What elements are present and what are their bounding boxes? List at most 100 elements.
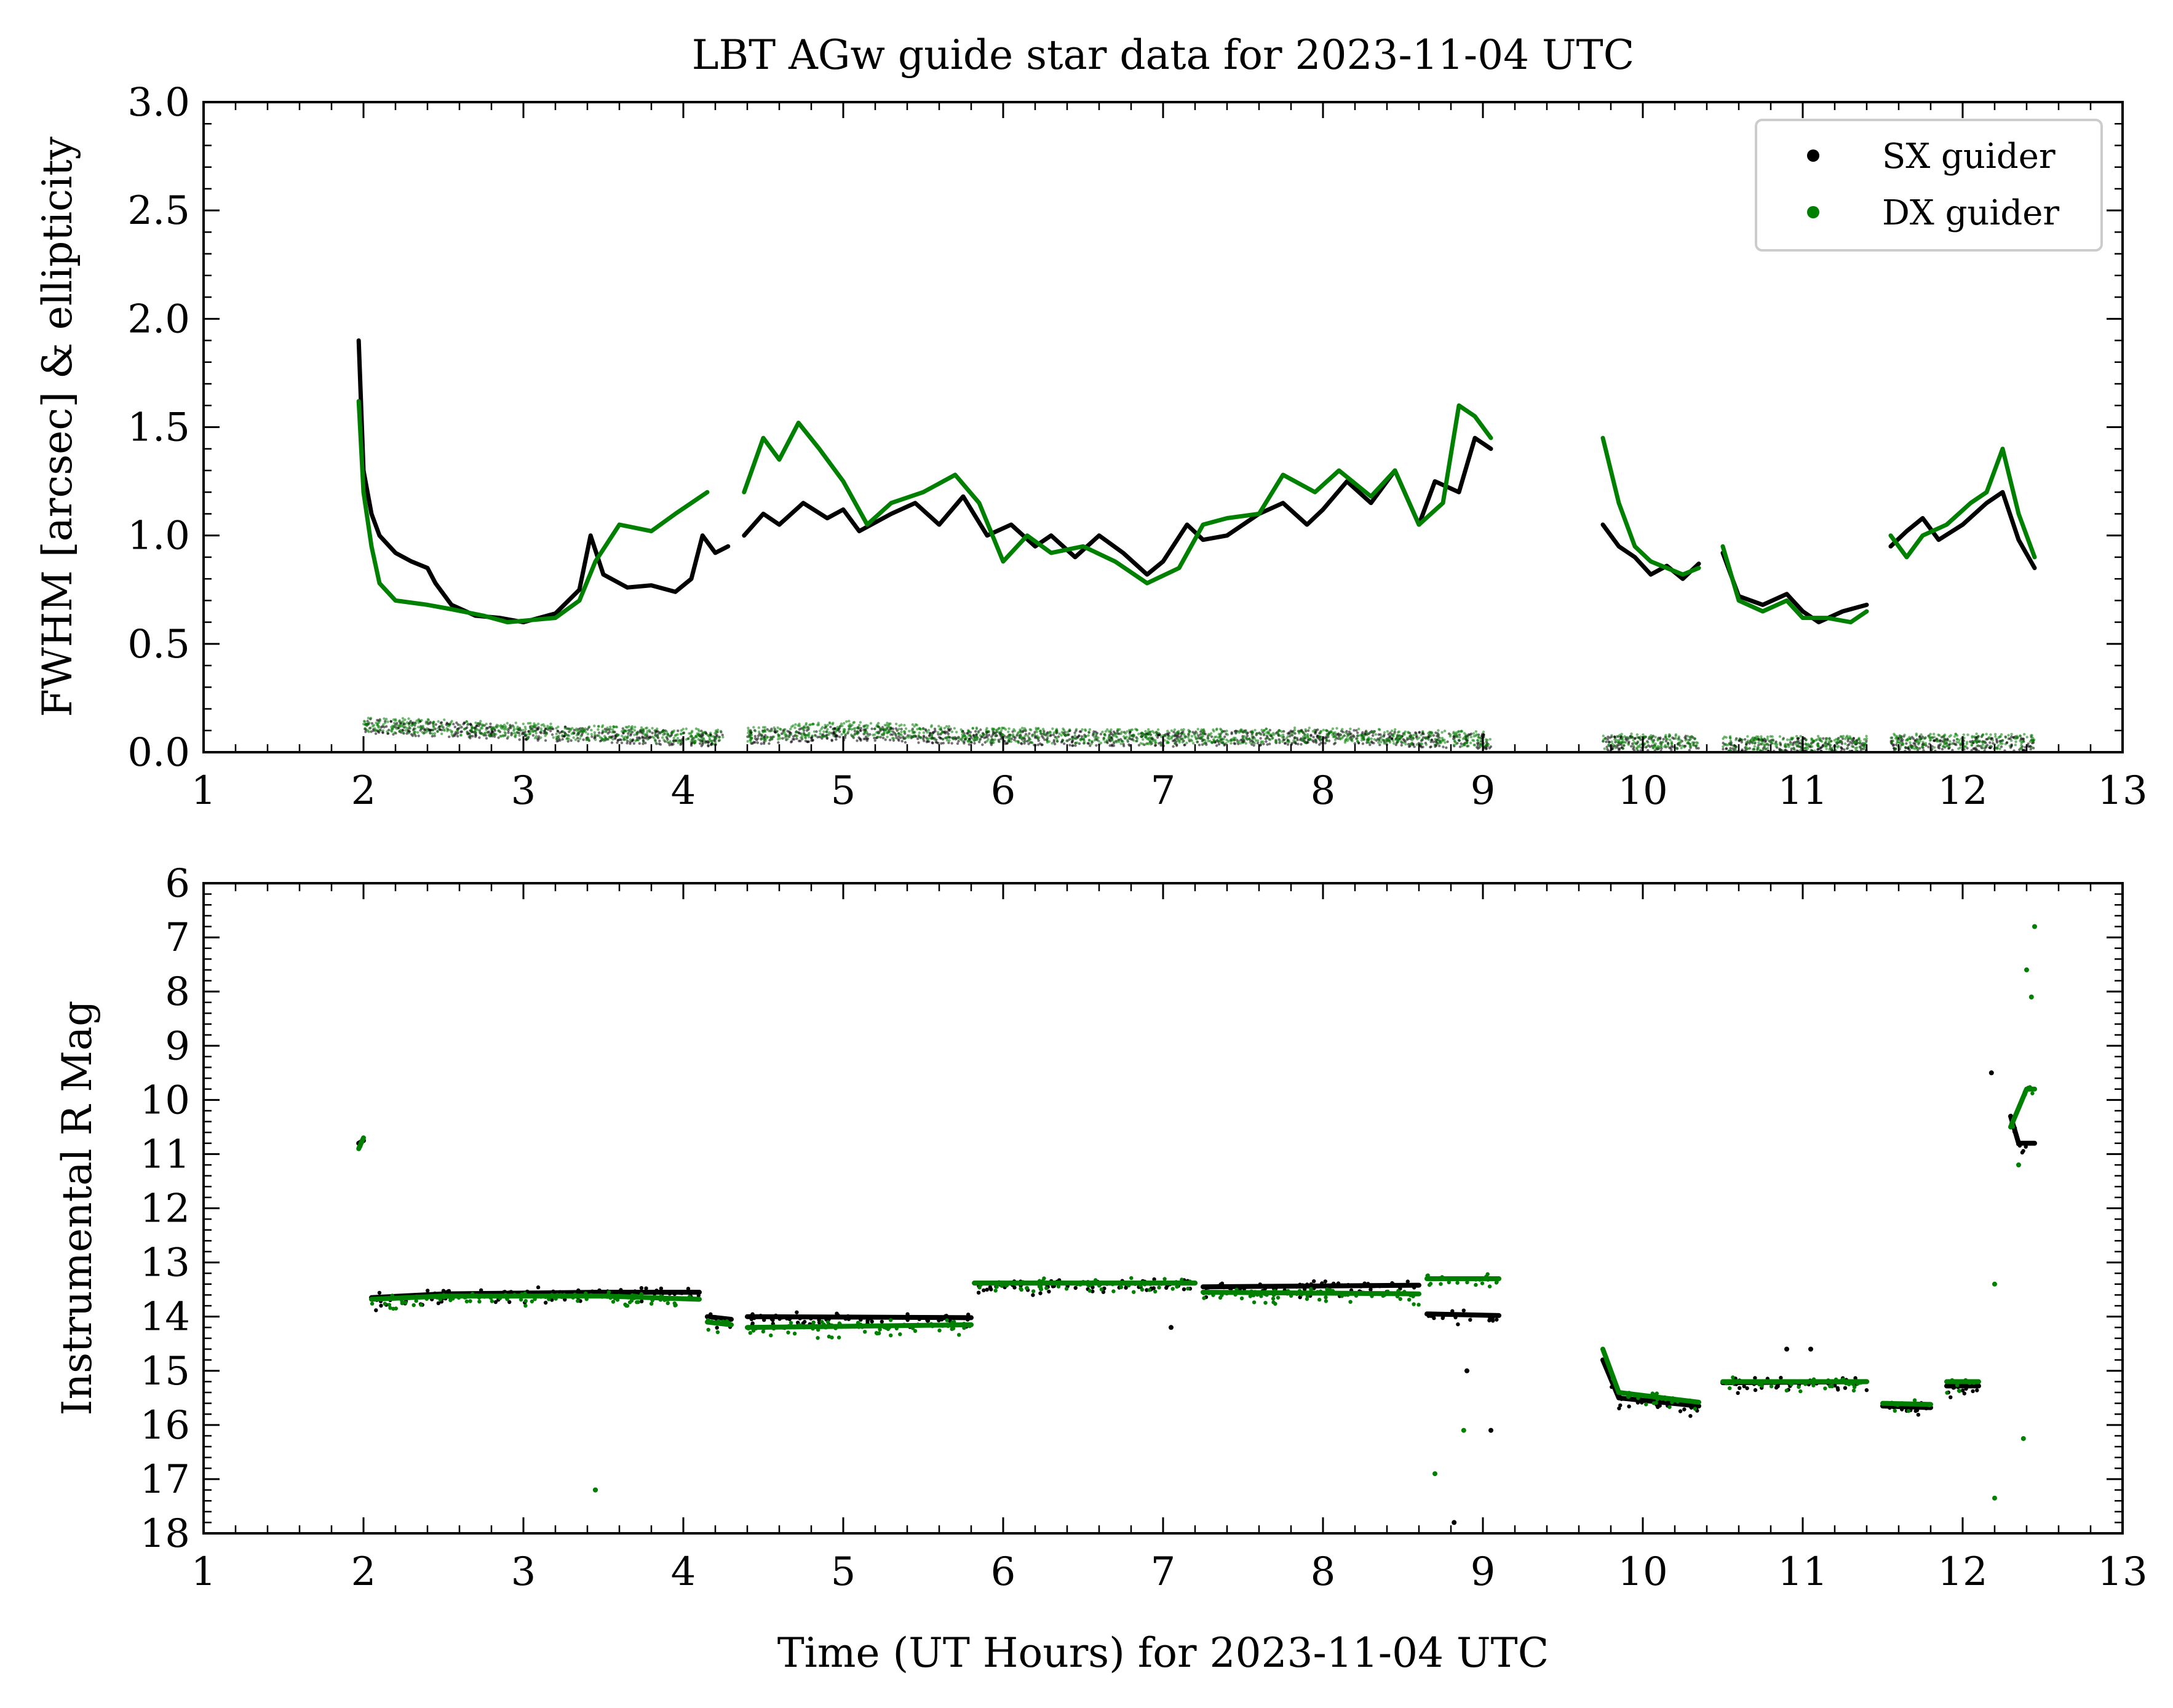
dx-ellipticity-point xyxy=(1844,737,1847,741)
dx-ellipticity-point xyxy=(1677,738,1680,741)
dx-ellipticity-point xyxy=(770,737,773,740)
dx-ellipticity-point xyxy=(1132,739,1135,742)
dx-ellipticity-point xyxy=(973,736,976,739)
sx-ellipticity-point xyxy=(1816,747,1820,751)
dx-ellipticity-point xyxy=(845,720,848,723)
dx-magnitude-point xyxy=(639,1292,644,1297)
dx-ellipticity-point xyxy=(919,736,923,739)
dx-ellipticity-point xyxy=(1415,743,1418,746)
sx-ellipticity-point xyxy=(1476,744,1480,747)
sx-ellipticity-point xyxy=(455,721,458,725)
dx-ellipticity-point xyxy=(446,729,449,733)
dx-ellipticity-point xyxy=(1314,739,1317,742)
dx-ellipticity-point xyxy=(1899,741,1902,744)
dx-ellipticity-point xyxy=(1482,730,1485,734)
dx-ellipticity-point xyxy=(1816,743,1819,747)
dx-ellipticity-point xyxy=(1794,742,1797,746)
dx-ellipticity-point xyxy=(1891,739,1894,742)
dx-ellipticity-point xyxy=(651,726,654,730)
dx-ellipticity-point xyxy=(1403,733,1406,736)
sx-magnitude-point xyxy=(1688,1414,1693,1418)
dx-magnitude-point xyxy=(390,1293,394,1298)
dx-ellipticity-point xyxy=(1410,739,1414,742)
dx-ellipticity-point xyxy=(552,736,555,739)
dx-ellipticity-point xyxy=(1611,742,1614,745)
dx-ellipticity-point xyxy=(1217,736,1220,739)
dx-ellipticity-point xyxy=(992,728,996,731)
dx-ellipticity-point xyxy=(1167,741,1170,744)
sx-ellipticity-point xyxy=(1210,735,1214,739)
dx-ellipticity-point xyxy=(590,728,593,732)
dx-ellipticity-point xyxy=(985,728,988,732)
sx-magnitude-point xyxy=(544,1300,548,1305)
dx-ellipticity-point xyxy=(1103,734,1107,737)
dx-ellipticity-point xyxy=(1638,745,1641,749)
dx-ellipticity-point xyxy=(1065,739,1068,742)
dx-ellipticity-point xyxy=(869,721,873,725)
dx-ellipticity-point xyxy=(834,731,837,734)
dx-ellipticity-point xyxy=(1656,747,1659,750)
dx-ellipticity-point xyxy=(510,732,514,735)
sx-magnitude-outlier xyxy=(1452,1520,1457,1525)
sx-magnitude-point xyxy=(1971,1389,1975,1394)
sx-ellipticity-point xyxy=(474,734,478,737)
sx-ellipticity-point xyxy=(642,742,645,745)
sx-ellipticity-point xyxy=(566,740,570,743)
sx-ellipticity-point xyxy=(753,734,757,738)
dx-ellipticity-point xyxy=(1789,743,1793,746)
dx-ellipticity-point xyxy=(1895,734,1899,738)
sx-ellipticity-point xyxy=(904,741,907,744)
dx-ellipticity-point xyxy=(533,722,536,725)
dx-ellipticity-point xyxy=(930,725,933,728)
dx-ellipticity-point xyxy=(503,731,506,734)
dx-ellipticity-point xyxy=(383,721,387,725)
sx-ellipticity-point xyxy=(617,739,620,742)
dx-ellipticity-point xyxy=(1017,741,1020,744)
sx-ellipticity-point xyxy=(835,735,838,739)
dx-ellipticity-point xyxy=(945,739,949,742)
dx-ellipticity-point xyxy=(642,728,645,731)
dx-ellipticity-point xyxy=(1225,729,1228,733)
dx-ellipticity-point xyxy=(1486,739,1489,742)
dx-ellipticity-point xyxy=(1174,732,1178,735)
dx-ellipticity-point xyxy=(1101,730,1104,734)
dx-ellipticity-point xyxy=(1319,737,1322,741)
sx-ellipticity-point xyxy=(768,742,771,745)
dx-magnitude-point xyxy=(550,1293,554,1297)
sx-ellipticity-point xyxy=(1414,731,1417,734)
dx-ellipticity-point xyxy=(670,731,673,734)
dx-ellipticity-point xyxy=(608,735,611,739)
dx-ellipticity-point xyxy=(1745,741,1748,744)
dx-ellipticity-point xyxy=(1207,739,1210,742)
sx-ellipticity-point xyxy=(1418,731,1421,734)
dx-magnitude-point xyxy=(482,1295,487,1299)
sx-ellipticity-point xyxy=(414,734,417,737)
dx-ellipticity-point xyxy=(1681,744,1684,747)
dx-ellipticity-point xyxy=(456,729,459,733)
dx-ellipticity-point xyxy=(1438,740,1441,744)
dx-ellipticity-point xyxy=(1306,733,1309,736)
sx-ellipticity-point xyxy=(1369,743,1372,747)
dx-ellipticity-point xyxy=(394,719,397,722)
sx-ellipticity-point xyxy=(1327,739,1331,742)
dx-ellipticity-point xyxy=(832,734,835,737)
dx-ellipticity-point xyxy=(665,730,669,733)
sx-ellipticity-point xyxy=(1606,737,1610,741)
dx-ellipticity-point xyxy=(1729,739,1732,742)
dx-ellipticity-point xyxy=(1196,728,1199,731)
dx-ellipticity-point xyxy=(1621,747,1625,750)
dx-ellipticity-point xyxy=(1975,732,1978,736)
dx-ellipticity-point xyxy=(402,731,405,734)
sx-magnitude-outlier xyxy=(1988,1070,1994,1076)
dx-ellipticity-point xyxy=(1828,748,1831,751)
dx-ellipticity-point xyxy=(479,726,483,730)
dx-ellipticity-point xyxy=(1765,742,1769,745)
dx-ellipticity-point xyxy=(972,739,975,742)
sx-ellipticity-point xyxy=(621,727,624,730)
dx-ellipticity-point xyxy=(1145,742,1148,745)
dx-ellipticity-point xyxy=(1391,739,1395,742)
top-x-tick-label: 4 xyxy=(671,768,696,814)
sx-ellipticity-point xyxy=(1953,742,1956,746)
sx-magnitude-point xyxy=(2021,1149,2025,1153)
sx-ellipticity-point xyxy=(1172,739,1175,742)
